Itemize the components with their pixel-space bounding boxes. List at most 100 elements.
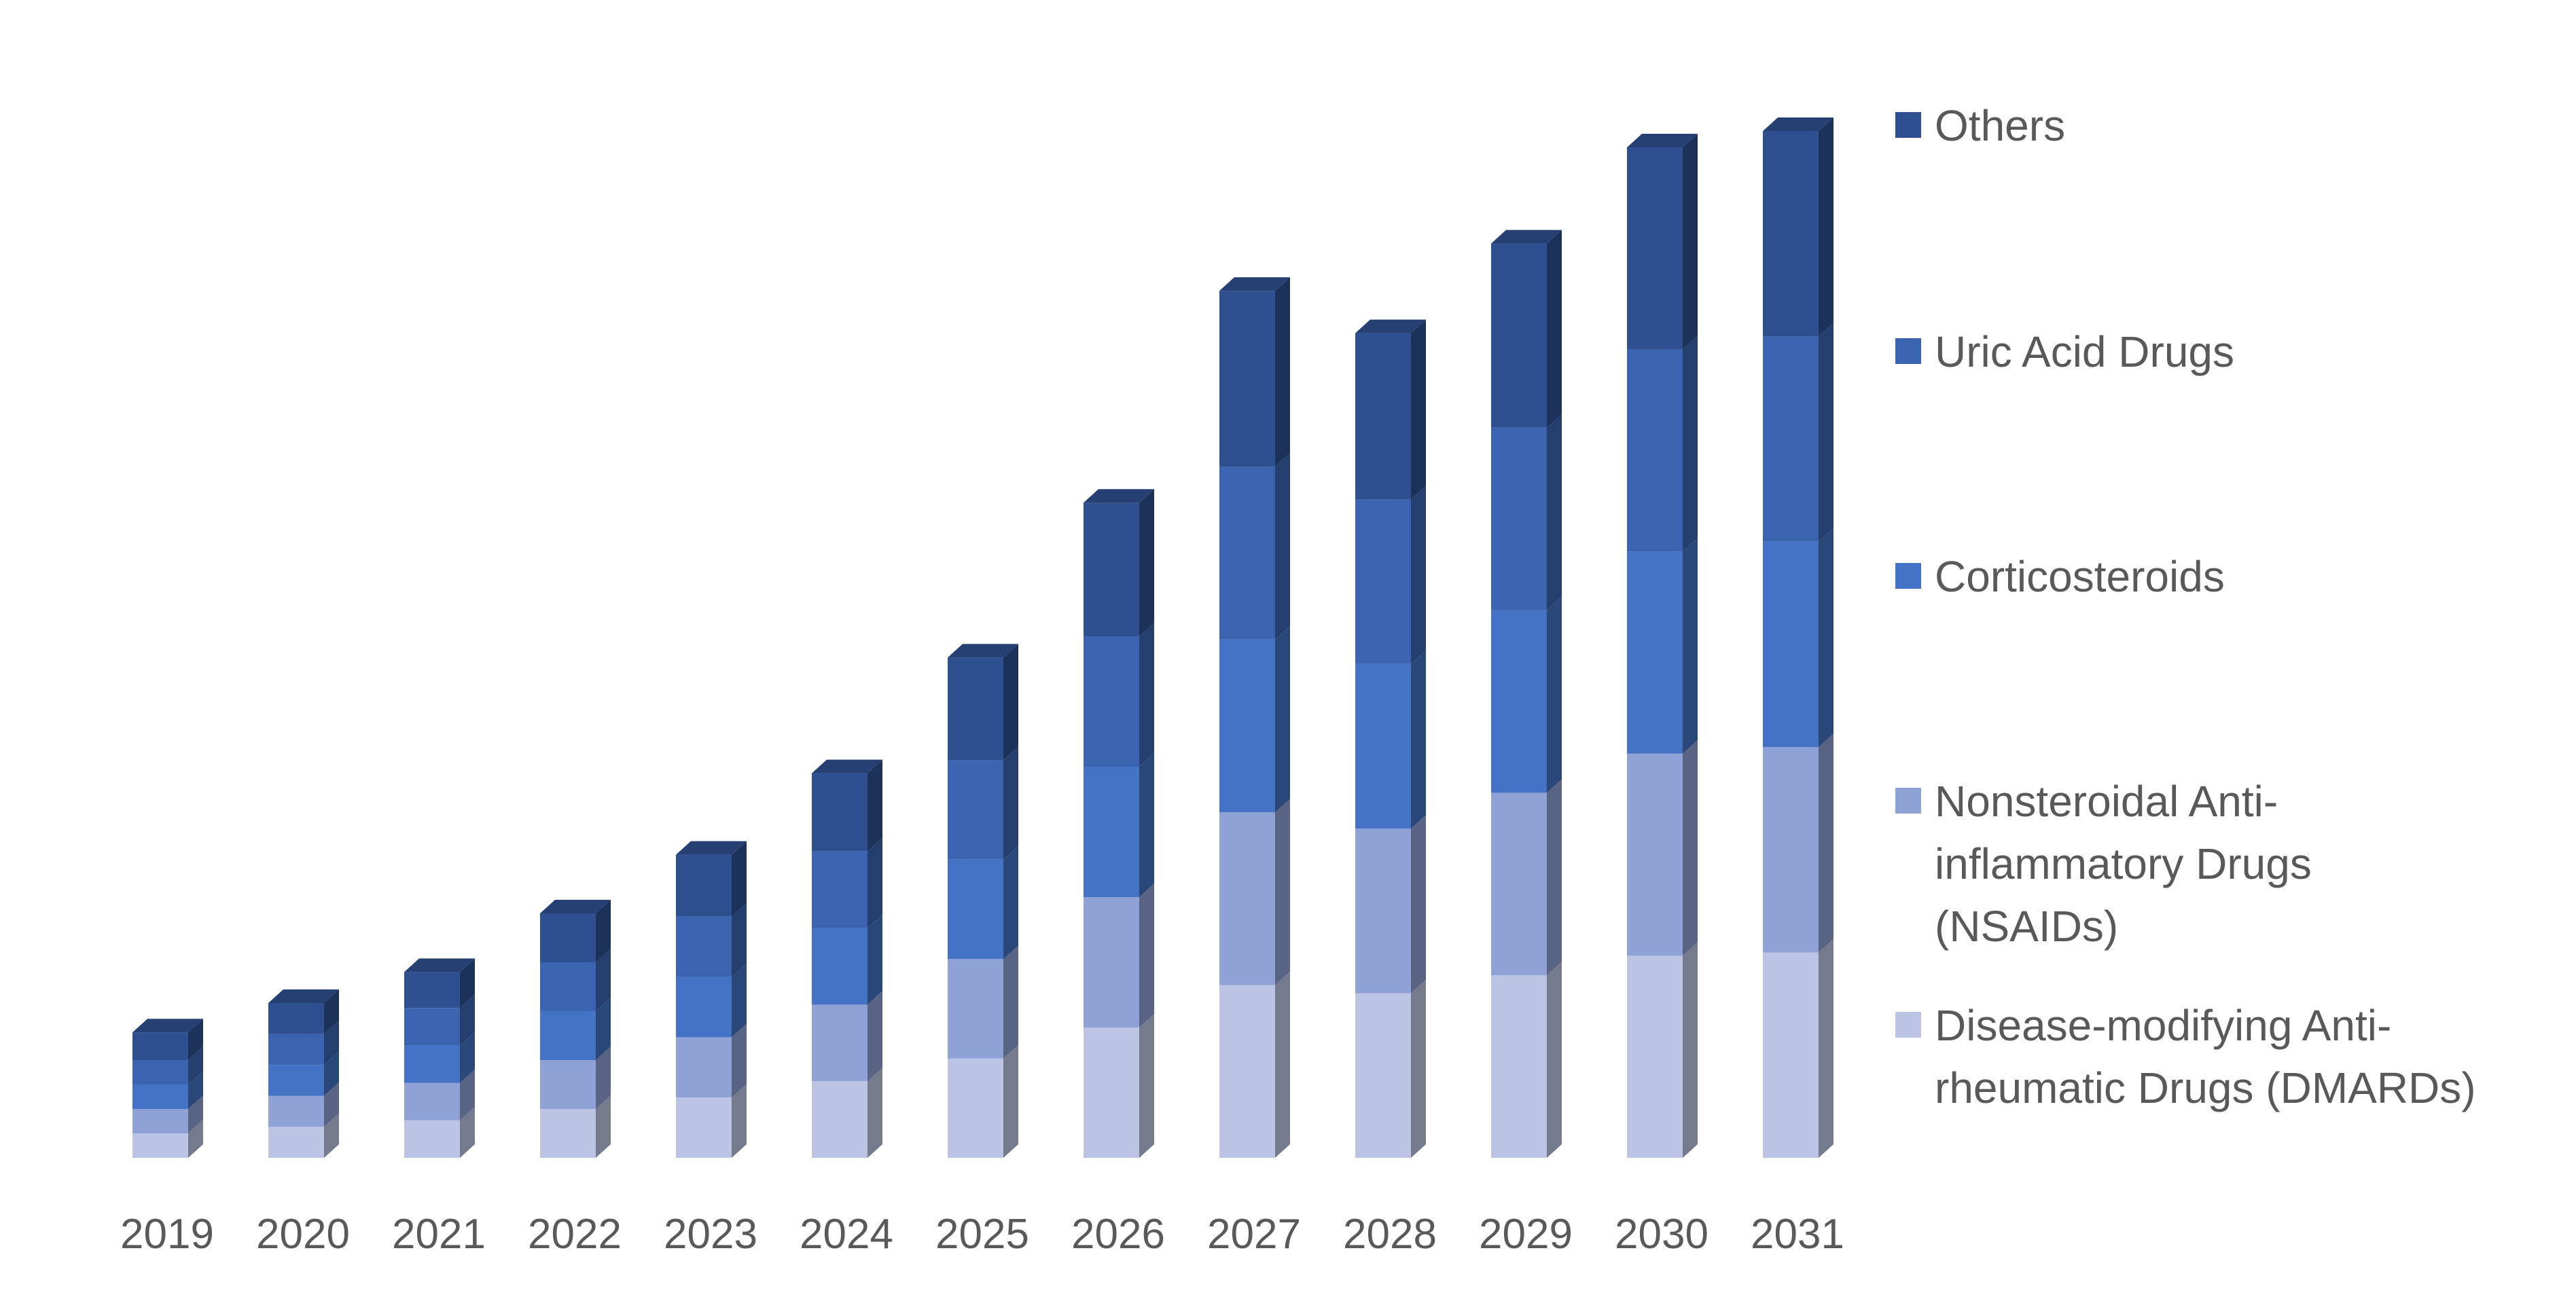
- bar-side-nonsteroidal-anti-inflammatory-drugs-nsaids-2031: [1819, 733, 1833, 953]
- x-tick-label-2020: 2020: [256, 1211, 350, 1258]
- bar-top-2028: [1355, 319, 1426, 333]
- bar-segment-disease-modifying-anti-rheumatic-drugs-dmards-2021: [404, 1120, 460, 1158]
- bar-side-others-2025: [1003, 644, 1018, 761]
- legend-item-others: Others: [1895, 101, 2065, 157]
- legend-item-nsaids: Nonsteroidal Anti-inflammatory Drugs (NS…: [1895, 777, 2342, 958]
- bar-segment-uric-acid-drugs-2026: [1084, 636, 1139, 767]
- bar-segment-nonsteroidal-anti-inflammatory-drugs-nsaids-2021: [404, 1082, 460, 1121]
- bar-side-others-2026: [1139, 489, 1154, 636]
- bar-segment-nonsteroidal-anti-inflammatory-drugs-nsaids-2019: [132, 1109, 188, 1133]
- bar-top-2019: [132, 1019, 203, 1033]
- bar-segment-nonsteroidal-anti-inflammatory-drugs-nsaids-2025: [948, 959, 1003, 1059]
- bar-segment-uric-acid-drugs-2028: [1355, 499, 1411, 664]
- x-tick-label-2023: 2023: [664, 1211, 757, 1258]
- bar-segment-others-2025: [948, 657, 1003, 761]
- bar-side-uric-acid-drugs-2029: [1547, 414, 1562, 611]
- bar-side-uric-acid-drugs-2028: [1411, 486, 1426, 664]
- bar-stack-2026: [1084, 489, 1154, 1158]
- bar-segment-others-2024: [812, 773, 867, 852]
- bar-top-2020: [268, 989, 339, 1003]
- bar-segment-corticosteroids-2027: [1219, 639, 1275, 813]
- bar-side-nonsteroidal-anti-inflammatory-drugs-nsaids-2020: [324, 1082, 339, 1127]
- bar-side-disease-modifying-anti-rheumatic-drugs-dmards-2029: [1547, 962, 1562, 1158]
- bar-segment-corticosteroids-2026: [1084, 767, 1139, 897]
- legend-item-uric-acid-drugs: Uric Acid Drugs: [1895, 327, 2234, 383]
- bar-side-nonsteroidal-anti-inflammatory-drugs-nsaids-2022: [596, 1046, 611, 1109]
- bar-segment-disease-modifying-anti-rheumatic-drugs-dmards-2029: [1491, 975, 1547, 1158]
- bar-segment-corticosteroids-2022: [540, 1011, 596, 1060]
- bar-side-corticosteroids-2029: [1547, 596, 1562, 793]
- bar-stack-2023: [676, 841, 747, 1158]
- bar-side-nonsteroidal-anti-inflammatory-drugs-nsaids-2030: [1683, 740, 1698, 956]
- bar-segment-others-2028: [1355, 333, 1411, 500]
- bar-side-disease-modifying-anti-rheumatic-drugs-dmards-2021: [460, 1106, 475, 1158]
- bar-side-others-2020: [324, 989, 339, 1034]
- legend-label-others: Others: [1935, 101, 2066, 150]
- bar-segment-nonsteroidal-anti-inflammatory-drugs-nsaids-2024: [812, 1004, 867, 1082]
- bar-top-2023: [676, 841, 747, 855]
- x-tick-label-2022: 2022: [528, 1211, 622, 1258]
- bar-stack-2031: [1763, 117, 1833, 1158]
- bar-segment-uric-acid-drugs-2029: [1491, 427, 1547, 611]
- bar-stack-2027: [1219, 277, 1290, 1158]
- legend-item-corticosteroids: Corticosteroids: [1895, 552, 2225, 608]
- bar-stack-2030: [1627, 134, 1698, 1158]
- bar-top-2021: [404, 958, 475, 972]
- bar-segment-nonsteroidal-anti-inflammatory-drugs-nsaids-2020: [268, 1095, 324, 1127]
- bar-top-2024: [812, 759, 882, 773]
- bar-segment-others-2027: [1219, 291, 1275, 467]
- legend-swatch-corticosteroids: [1895, 563, 1921, 589]
- bar-segment-uric-acid-drugs-2031: [1763, 336, 1819, 542]
- bar-side-uric-acid-drugs-2020: [324, 1020, 339, 1066]
- bar-stack-2022: [540, 900, 611, 1158]
- x-tick-label-2019: 2019: [120, 1211, 214, 1258]
- bar-side-corticosteroids-2019: [188, 1071, 203, 1109]
- bar-side-nonsteroidal-anti-inflammatory-drugs-nsaids-2019: [188, 1095, 203, 1133]
- bar-side-disease-modifying-anti-rheumatic-drugs-dmards-2023: [732, 1084, 747, 1158]
- bar-segment-corticosteroids-2021: [404, 1045, 460, 1083]
- bar-side-others-2031: [1819, 117, 1833, 337]
- bar-side-nonsteroidal-anti-inflammatory-drugs-nsaids-2028: [1411, 815, 1426, 994]
- legend-label-uric-acid-drugs: Uric Acid Drugs: [1935, 327, 2234, 376]
- bar-stack-2019: [132, 1019, 203, 1158]
- bar-top-2027: [1219, 277, 1290, 291]
- bar-stack-2029: [1491, 230, 1562, 1158]
- legend-swatch-uric-acid-drugs: [1895, 338, 1921, 364]
- bar-side-nonsteroidal-anti-inflammatory-drugs-nsaids-2021: [460, 1069, 475, 1121]
- bar-segment-disease-modifying-anti-rheumatic-drugs-dmards-2028: [1355, 993, 1411, 1158]
- bar-top-2031: [1763, 117, 1833, 131]
- bar-side-others-2029: [1547, 230, 1562, 428]
- bar-side-disease-modifying-anti-rheumatic-drugs-dmards-2026: [1139, 1014, 1154, 1158]
- bar-side-disease-modifying-anti-rheumatic-drugs-dmards-2025: [1003, 1044, 1018, 1158]
- bar-segment-others-2021: [404, 972, 460, 1008]
- bar-stack-2028: [1355, 319, 1426, 1158]
- bar-stack-2024: [812, 759, 882, 1158]
- bar-segment-others-2026: [1084, 503, 1139, 636]
- bar-segment-corticosteroids-2023: [676, 977, 732, 1038]
- bar-segment-others-2022: [540, 913, 596, 962]
- bar-side-corticosteroids-2020: [324, 1051, 339, 1096]
- bar-side-disease-modifying-anti-rheumatic-drugs-dmards-2024: [867, 1068, 882, 1158]
- bar-side-corticosteroids-2030: [1683, 538, 1698, 754]
- bar-segment-uric-acid-drugs-2023: [676, 916, 732, 977]
- bar-segment-nonsteroidal-anti-inflammatory-drugs-nsaids-2030: [1627, 753, 1683, 956]
- bar-segment-disease-modifying-anti-rheumatic-drugs-dmards-2030: [1627, 955, 1683, 1158]
- bar-side-nonsteroidal-anti-inflammatory-drugs-nsaids-2025: [1003, 945, 1018, 1059]
- x-tick-label-2025: 2025: [935, 1211, 1029, 1258]
- bar-side-corticosteroids-2023: [732, 963, 747, 1038]
- bar-side-uric-acid-drugs-2030: [1683, 335, 1698, 552]
- bar-segment-corticosteroids-2029: [1491, 610, 1547, 793]
- bar-segment-corticosteroids-2028: [1355, 663, 1411, 829]
- x-tick-label-2028: 2028: [1343, 1211, 1437, 1258]
- bar-side-corticosteroids-2031: [1819, 528, 1833, 748]
- bar-segment-others-2020: [268, 1003, 324, 1034]
- bar-segment-disease-modifying-anti-rheumatic-drugs-dmards-2023: [676, 1097, 732, 1158]
- legend-swatch-others: [1895, 112, 1921, 138]
- bar-side-uric-acid-drugs-2027: [1275, 453, 1290, 640]
- bar-side-corticosteroids-2024: [867, 914, 882, 1005]
- bar-segment-corticosteroids-2020: [268, 1065, 324, 1096]
- bar-segment-uric-acid-drugs-2020: [268, 1034, 324, 1066]
- x-tick-label-2029: 2029: [1479, 1211, 1573, 1258]
- bar-segment-nonsteroidal-anti-inflammatory-drugs-nsaids-2029: [1491, 793, 1547, 976]
- bar-side-others-2022: [596, 900, 611, 962]
